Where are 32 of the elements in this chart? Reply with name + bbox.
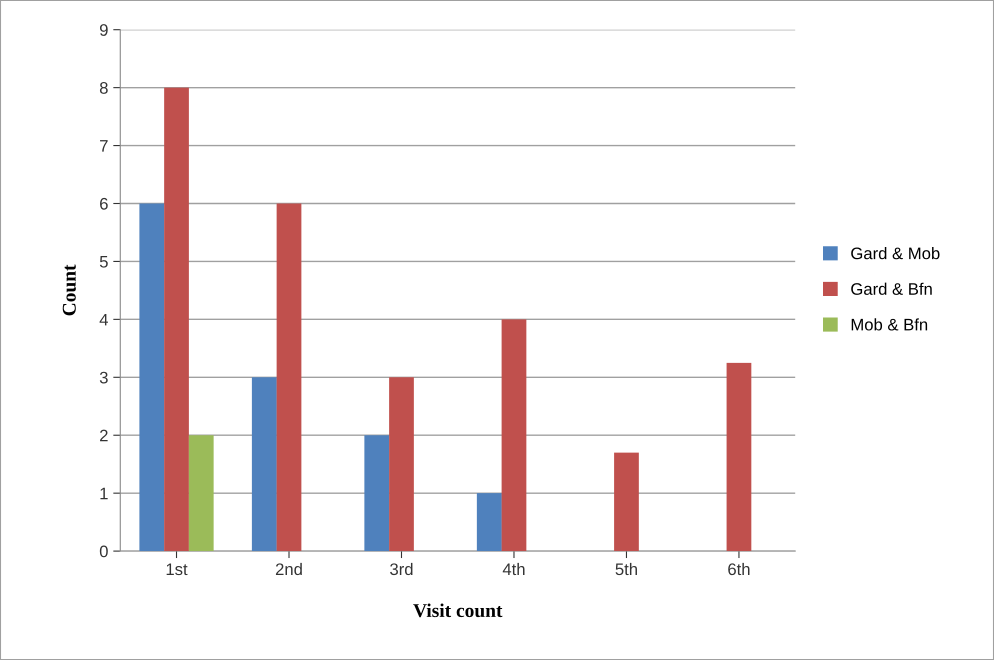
y-tick-label: 8 bbox=[100, 82, 108, 94]
bar bbox=[188, 435, 214, 552]
x-tick-label: 5th bbox=[616, 562, 637, 576]
y-tick-label: 5 bbox=[100, 256, 108, 268]
x-tick-label: 3rd bbox=[390, 562, 412, 576]
y-tick-label: 2 bbox=[100, 430, 108, 442]
bar bbox=[614, 452, 639, 552]
bar bbox=[389, 377, 414, 552]
y-tick-label: 4 bbox=[100, 314, 108, 326]
y-tick-label: 3 bbox=[100, 372, 108, 384]
x-tick-label: 6th bbox=[728, 562, 750, 576]
y-tick-label: 0 bbox=[100, 546, 108, 558]
legend-label: Gard & Bfn bbox=[851, 282, 932, 295]
bar bbox=[364, 435, 390, 552]
legend-label: Gard & Mob bbox=[851, 247, 940, 260]
y-tick-label: 9 bbox=[100, 24, 108, 36]
bar bbox=[164, 88, 189, 552]
y-tick-label: 6 bbox=[100, 198, 108, 210]
bar bbox=[252, 377, 277, 552]
x-tick-label: 4th bbox=[502, 562, 524, 576]
y-tick-label: 7 bbox=[100, 140, 108, 152]
x-axis-title: Visit count bbox=[413, 603, 502, 618]
bar bbox=[726, 362, 752, 552]
legend-label: Mob & Bfn bbox=[852, 318, 928, 331]
y-tick-label: 1 bbox=[100, 488, 108, 500]
y-axis-title: Count bbox=[62, 264, 76, 316]
bar bbox=[502, 319, 526, 552]
bar bbox=[139, 204, 164, 552]
bar bbox=[276, 204, 302, 552]
bar bbox=[476, 493, 502, 552]
x-tick-label: 1st bbox=[166, 564, 188, 576]
x-tick-label: 2nd bbox=[276, 562, 302, 576]
